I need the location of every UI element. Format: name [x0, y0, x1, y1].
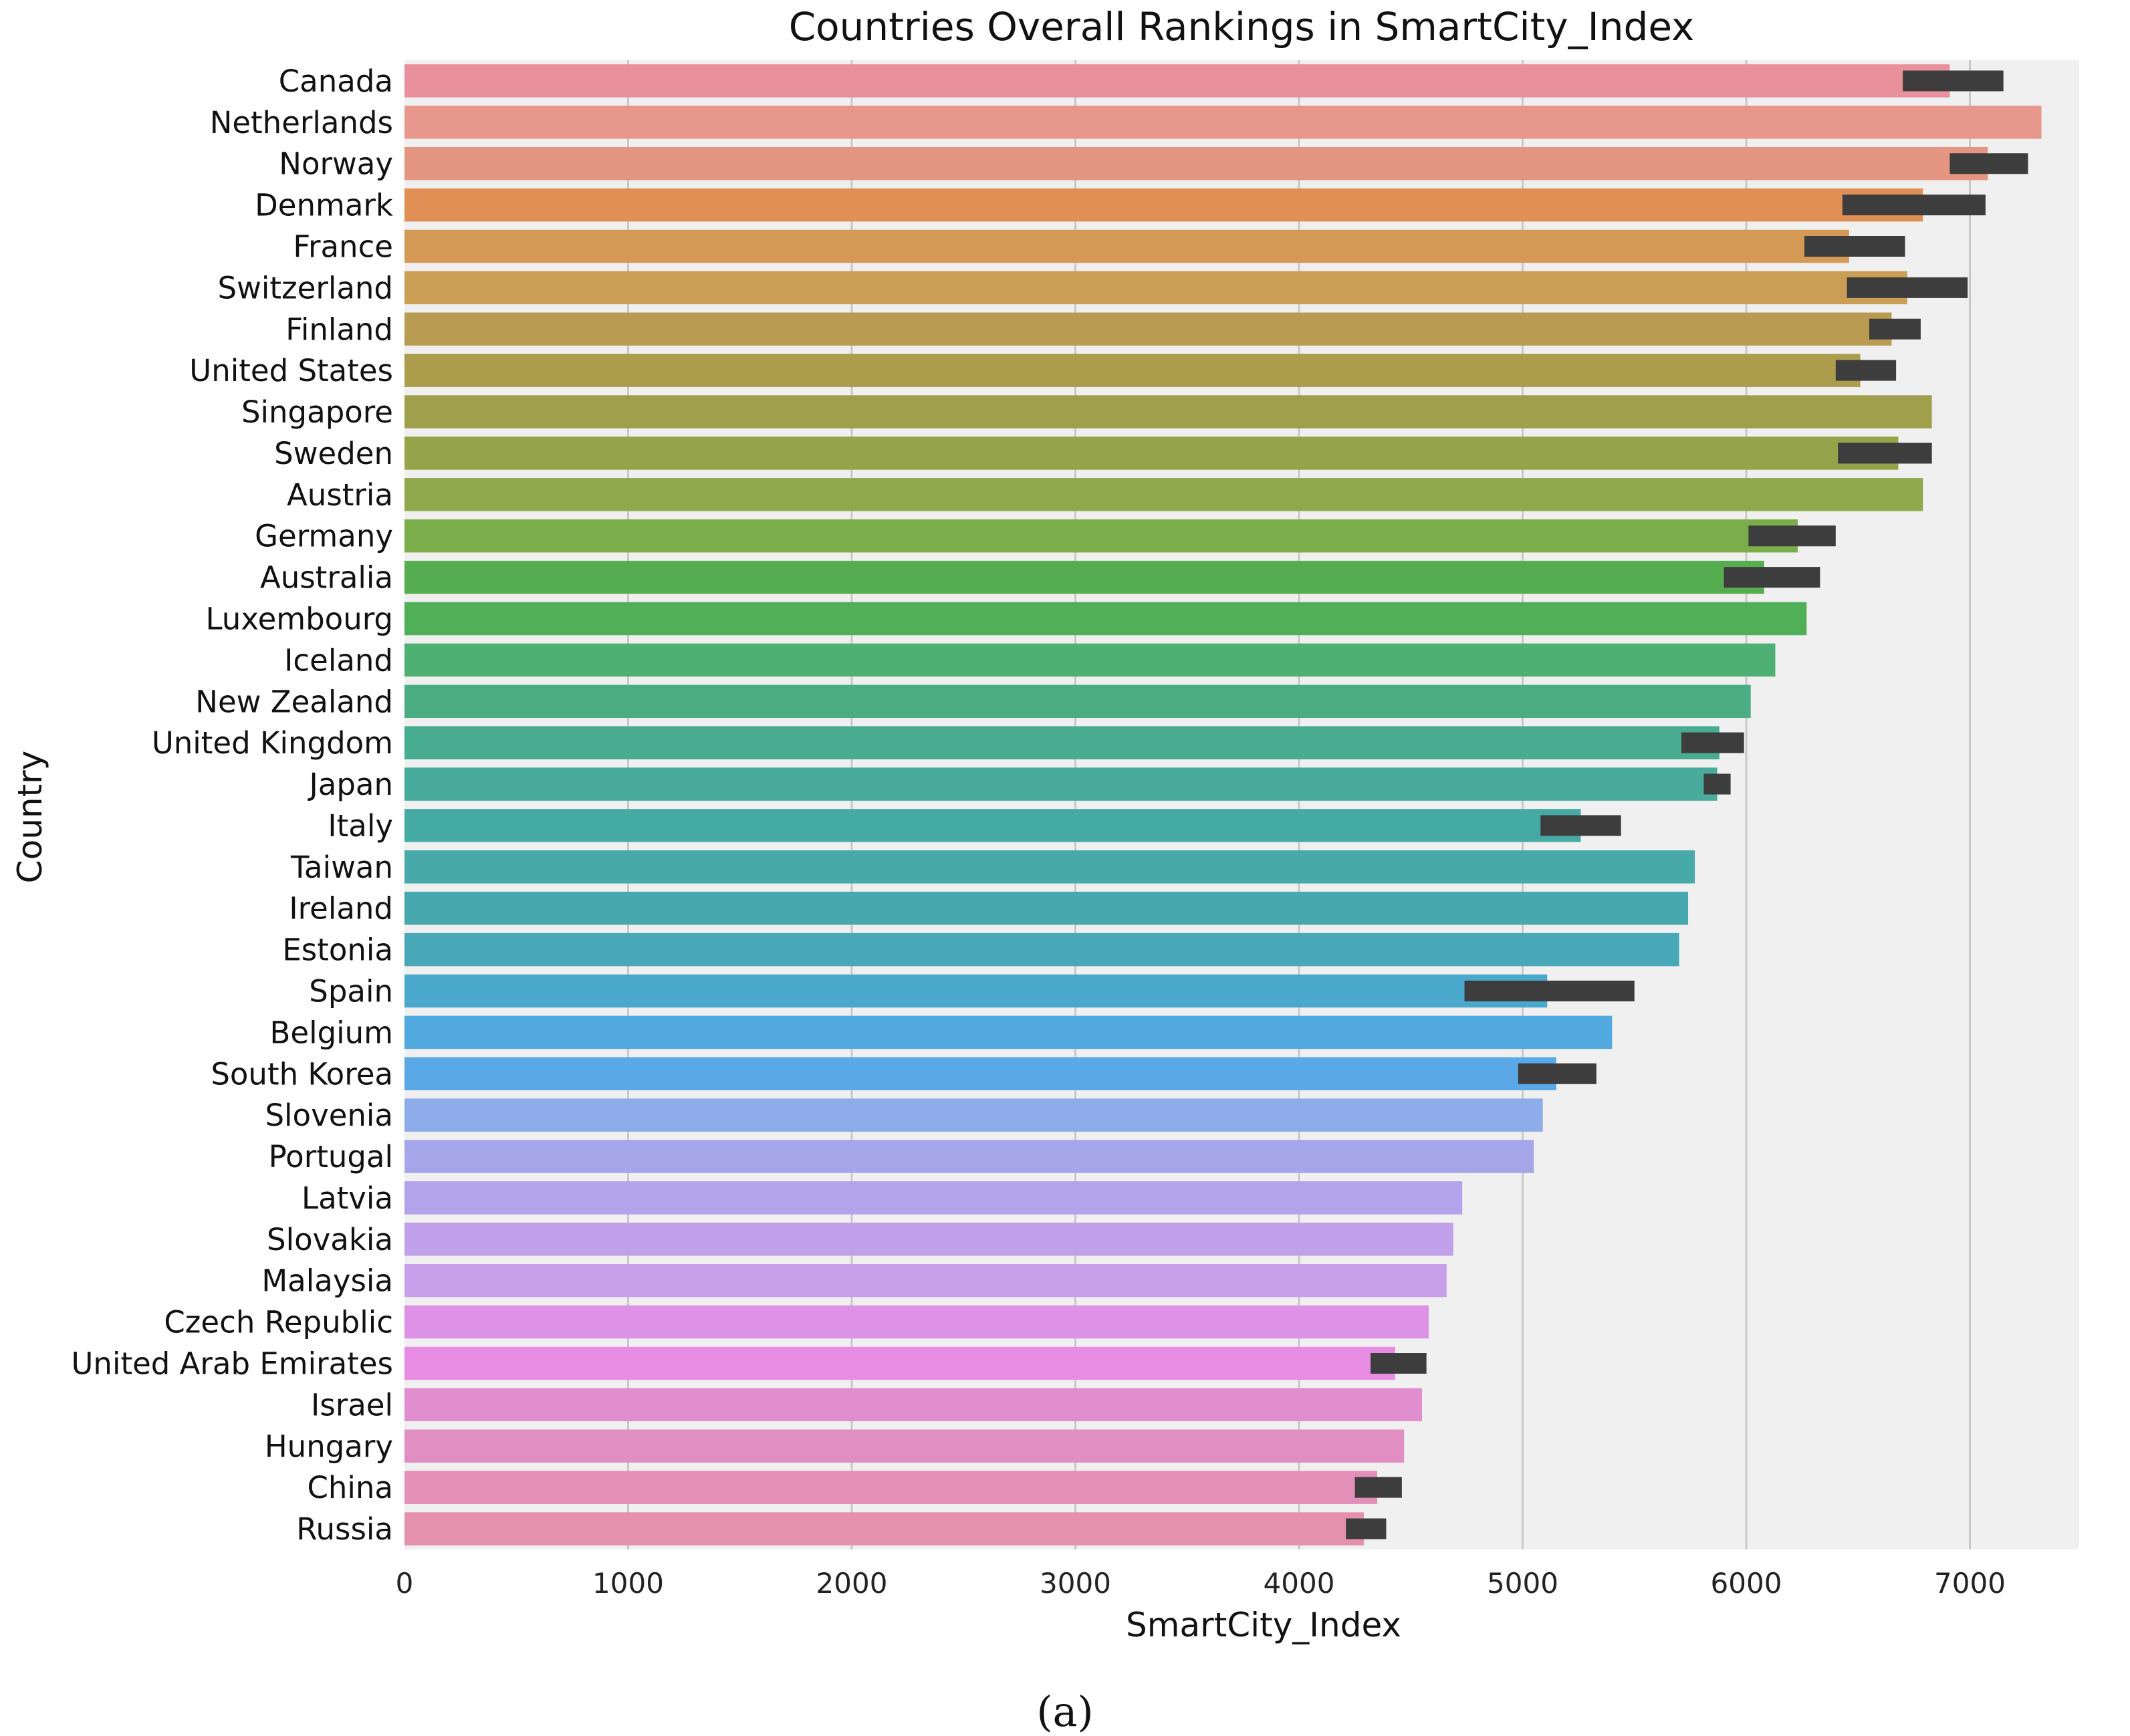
bar	[404, 229, 1849, 263]
bar	[404, 850, 1695, 884]
bar	[404, 1223, 1453, 1256]
error-bars	[1346, 70, 2028, 1539]
category-label: Austria	[287, 477, 393, 513]
x-tick-label: 3000	[1040, 1567, 1111, 1600]
bar	[404, 1181, 1463, 1215]
x-tick-label: 4000	[1264, 1567, 1335, 1600]
category-label: Russia	[296, 1511, 393, 1547]
category-label: Taiwan	[290, 850, 393, 885]
bar	[404, 602, 1807, 636]
category-label: Ireland	[289, 891, 393, 926]
bar	[404, 974, 1548, 1008]
category-label: Malaysia	[261, 1263, 393, 1299]
x-tick-labels: 0 1000 2000 3000 4000 5000 6000 7000	[396, 1567, 2006, 1600]
category-label: China	[307, 1470, 393, 1505]
category-label: Switzerland	[218, 270, 394, 305]
category-label: Australia	[260, 560, 393, 596]
category-label: Singapore	[241, 394, 393, 430]
category-label: Norway	[279, 146, 393, 182]
bar	[404, 1140, 1534, 1173]
category-label: Belgium	[270, 1015, 393, 1050]
x-tick-label: 2000	[816, 1567, 888, 1600]
category-label: Slovenia	[265, 1098, 393, 1133]
category-label: Sweden	[274, 436, 393, 471]
gridlines	[627, 60, 1971, 1549]
bar	[404, 685, 1751, 719]
category-label: Slovakia	[267, 1222, 393, 1257]
bar	[404, 809, 1581, 842]
y-axis-label: Country	[11, 751, 49, 884]
category-label: Italy	[328, 808, 393, 844]
bar	[404, 1305, 1429, 1339]
category-label: South Korea	[211, 1056, 393, 1092]
category-label: Germany	[255, 519, 393, 554]
bar	[404, 146, 1988, 180]
bar	[404, 726, 1720, 759]
bars	[404, 64, 2042, 1545]
category-labels: Canada Netherlands Norway Denmark France Swit…	[71, 64, 393, 1547]
category-label: Latvia	[302, 1181, 393, 1216]
bar	[404, 519, 1798, 553]
bar	[404, 271, 1907, 305]
bar	[404, 1471, 1378, 1504]
x-tick-label: 7000	[1934, 1567, 2006, 1600]
figure-caption: (a)	[1036, 1687, 1094, 1736]
category-label: Hungary	[265, 1429, 393, 1464]
bar	[404, 478, 1923, 511]
category-label: Iceland	[284, 642, 393, 678]
bar	[404, 1263, 1447, 1297]
category-label: Denmark	[255, 188, 393, 223]
category-label: Czech Republic	[164, 1305, 393, 1340]
plot-background	[404, 60, 2079, 1549]
bar	[404, 643, 1776, 677]
category-label: United Arab Emirates	[71, 1346, 393, 1382]
bar	[404, 891, 1689, 925]
x-tick-label: 1000	[592, 1567, 664, 1600]
category-label: Japan	[307, 767, 393, 802]
bar	[404, 188, 1923, 222]
bar	[404, 1429, 1405, 1463]
category-label: Canada	[279, 64, 393, 99]
chart-title: Countries Overall Rankings in SmartCity_…	[789, 4, 1695, 49]
category-label: United Kingdom	[152, 725, 393, 761]
category-label: Luxembourg	[206, 602, 393, 637]
bar	[404, 1346, 1395, 1380]
bar	[404, 933, 1679, 967]
bar-chart: Canada Netherlands Norway Denmark France Swit…	[11, 4, 2079, 1644]
x-tick-label: 5000	[1487, 1567, 1558, 1600]
bar	[404, 437, 1899, 470]
bar	[404, 395, 1932, 428]
bar	[404, 1015, 1613, 1049]
bar	[404, 560, 1764, 594]
category-label: New Zealand	[195, 684, 393, 719]
category-label: France	[293, 229, 393, 265]
category-label: Estonia	[282, 933, 393, 968]
bar	[404, 354, 1861, 387]
category-label: Israel	[311, 1387, 393, 1422]
bar	[404, 1057, 1556, 1091]
x-tick-label: 0	[396, 1567, 414, 1600]
bar	[404, 64, 1950, 98]
bar	[404, 1098, 1543, 1132]
bar	[404, 767, 1718, 801]
bar	[404, 1388, 1422, 1422]
bar	[404, 1512, 1365, 1545]
x-axis-label: SmartCity_Index	[1126, 1606, 1401, 1644]
category-label: Portugal	[269, 1139, 393, 1174]
category-label: Netherlands	[210, 105, 393, 140]
x-tick-label: 6000	[1711, 1567, 1782, 1600]
bar	[404, 106, 2042, 139]
bar	[404, 312, 1892, 346]
category-label: Finland	[285, 312, 393, 347]
category-label: United States	[189, 353, 393, 388]
category-label: Spain	[309, 974, 393, 1009]
